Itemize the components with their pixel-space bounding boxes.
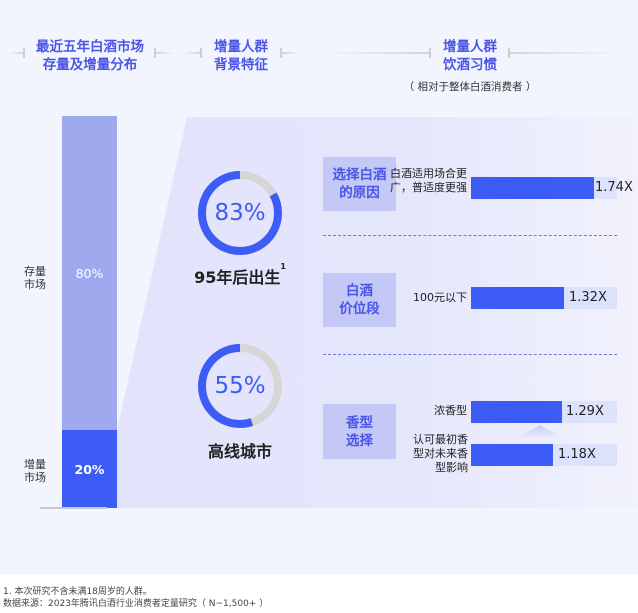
incremental-market-label: 增量 市场 [24, 458, 46, 484]
donut-value: 55% [214, 373, 266, 399]
trait-label-high-tier-cities: 高线城市 [170, 438, 310, 462]
habit-bar-fill [471, 177, 594, 199]
category-price-range: 白酒 价位段 [323, 273, 396, 327]
incremental-market-segment: 20% [62, 430, 117, 508]
trait-label: 95年后出生 [194, 268, 281, 287]
category-line: 白酒 [346, 283, 373, 299]
category-line: 选择白酒 [332, 167, 387, 183]
header-line: 增量人群 [443, 39, 497, 55]
header-bracket-left [8, 52, 24, 54]
header-bracket-right [510, 52, 620, 54]
habit-bar-value: 1.18X [558, 447, 596, 462]
habit-label: 白酒适用场合更广，普适度更强 [390, 167, 467, 194]
habit-label: 认可最初香型对未来香型影响 [413, 433, 468, 474]
header-background-traits: 增量人群 背景特征 [204, 38, 278, 74]
header-drinking-habits: 增量人群 饮酒习惯 （ 相对于整体白酒消费者 ） [400, 38, 540, 96]
stock-market-segment: 80% [62, 116, 117, 430]
header-market-distribution: 最近五年白酒市场 存量及增量分布 [27, 38, 153, 74]
trait-label-born-after-95: 95年后出生1 [170, 262, 310, 288]
bar-baseline [40, 507, 107, 509]
label-line: 增量 [24, 458, 46, 471]
header-bracket-left [183, 52, 201, 54]
header-note: （ 相对于整体白酒消费者 ） [403, 81, 537, 93]
group-divider [323, 235, 617, 236]
habit-bar-track: 1.29X [471, 401, 617, 423]
header-bracket-tick [280, 48, 282, 58]
donut-ring-icon [198, 344, 282, 428]
habit-bar-value: 1.32X [569, 290, 607, 305]
footnote-source: 数据来源：2023年腾讯白酒行业消费者定量研究（ N~1,500+ ） [3, 599, 269, 609]
header-line: 存量及增量分布 [42, 57, 138, 73]
group-divider [323, 354, 617, 355]
category-reason: 选择白酒 的原因 [323, 157, 396, 211]
header-line: 背景特征 [214, 57, 268, 73]
header-bracket-tick [154, 48, 156, 58]
habit-bar-track: 1.18X [471, 444, 617, 466]
habit-bar-fill [471, 401, 562, 423]
category-aroma-type: 香型 选择 [323, 404, 396, 459]
habit-label: 100元以下 [413, 291, 467, 304]
header-bracket-right [156, 52, 174, 54]
trait-label: 高线城市 [207, 442, 272, 461]
donut-born-after-95: 83% [196, 169, 284, 257]
habit-label: 浓香型 [434, 404, 467, 417]
habit-bar-fill [471, 444, 553, 466]
header-line: 增量人群 [214, 39, 268, 55]
header-line: 最近五年白酒市场 [36, 39, 144, 55]
category-line: 价位段 [339, 301, 380, 317]
habit-bar-track: 1.74X [471, 177, 633, 199]
stock-market-value: 80% [75, 265, 104, 281]
incremental-market-value: 20% [74, 461, 105, 477]
market-stacked-bar: 80% 20% [62, 116, 117, 508]
donut-value: 83% [214, 200, 266, 226]
header-bracket-tick [508, 48, 510, 58]
label-line: 市场 [24, 278, 46, 291]
header-bracket-tick [23, 48, 25, 58]
category-line: 选择 [346, 432, 373, 449]
habit-bar-value: 1.29X [566, 404, 604, 419]
header-line: 饮酒习惯 [443, 57, 497, 73]
habit-bar-value: 1.74X [595, 180, 633, 195]
category-line: 香型 [346, 414, 373, 431]
header-bracket-tick [429, 48, 431, 58]
habit-bar-fill [471, 287, 564, 309]
header-bracket-tick [200, 48, 202, 58]
header-bracket-left [325, 52, 430, 54]
donut-ring-icon [198, 171, 282, 255]
stock-market-label: 存量 市场 [24, 265, 46, 291]
infographic-panel: 最近五年白酒市场 存量及增量分布 增量人群 背景特征 增量人群 饮酒习惯 （ 相… [0, 0, 638, 574]
header-bracket-right [282, 52, 300, 54]
footnote-mark: 1 [280, 262, 286, 271]
habit-bar-track: 1.32X [471, 287, 617, 309]
label-line: 存量 [24, 265, 46, 278]
footnote-age: 1. 本次研究不含未满18周岁的人群。 [3, 587, 152, 597]
category-line: 的原因 [339, 185, 380, 201]
label-line: 市场 [24, 471, 46, 484]
donut-high-tier-cities: 55% [196, 342, 284, 430]
